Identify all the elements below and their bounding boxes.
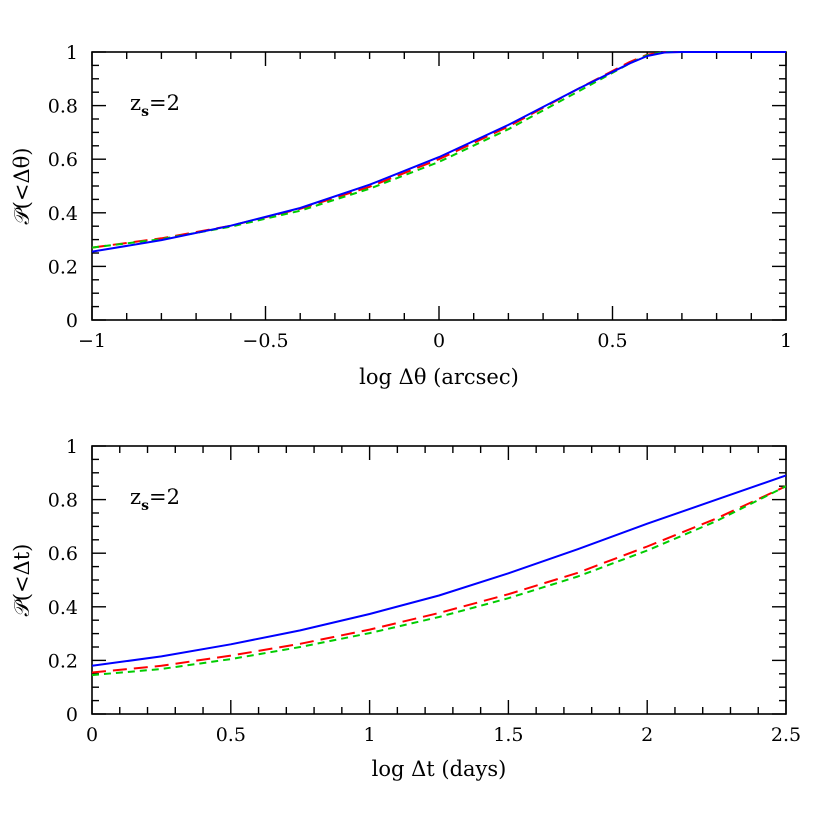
series-line-1	[92, 485, 786, 677]
series-line-0	[92, 51, 786, 249]
y-tick-label: 1	[66, 436, 78, 458]
y-tick-label: 0	[66, 704, 78, 726]
x-tick-label: 0.5	[216, 724, 246, 746]
plot-frame	[91, 51, 787, 321]
y-tick-label: 0.8	[48, 96, 78, 118]
y-tick-label: 0	[66, 310, 78, 332]
y-tick-label: 0.2	[48, 256, 78, 278]
panel-angular-separation: −1 −0.5 0 0.5 1 0 0.2 0.4 0.6 0.8 1 log Δθ (arcsec)…	[10, 42, 792, 389]
y-tick-label: 0.4	[48, 203, 78, 225]
y-tick-label: 0.4	[48, 597, 78, 619]
plot-frame	[91, 445, 787, 715]
y-tick-label: 0.8	[48, 490, 78, 512]
x-tick-label: 1	[364, 724, 376, 746]
x-tick-label: −1	[78, 330, 106, 352]
y-axis-title: 𝒫(<Δθ)	[10, 148, 34, 225]
series-line-2	[92, 474, 786, 667]
x-tick-label: 2	[641, 724, 653, 746]
source-redshift-annotation: zs=2	[130, 485, 180, 514]
series-line-2	[92, 51, 786, 253]
y-tick-label: 1	[66, 42, 78, 64]
x-axis-title: log Δt (days)	[372, 757, 507, 781]
series-line-1	[92, 51, 786, 249]
x-tick-label: 0.5	[597, 330, 627, 352]
y-tick-label: 0.6	[48, 149, 78, 171]
x-tick-label: 2.5	[771, 724, 801, 746]
x-axis-title: log Δθ (arcsec)	[359, 365, 519, 389]
x-tick-label: −0.5	[242, 330, 288, 352]
y-axis-title: 𝒫(<Δt)	[10, 544, 34, 617]
series-line-0	[92, 485, 786, 674]
y-tick-label: 0.6	[48, 543, 78, 565]
source-redshift-annotation: zs=2	[130, 91, 180, 120]
x-tick-label: 0	[86, 724, 98, 746]
x-tick-label: 0	[433, 330, 445, 352]
panel-time-delay: 0 0.5 1 1.5 2 2.5 0 0.2 0.4 0.6 0.8 1 log Δt (days) 𝒫…	[10, 436, 801, 781]
x-tick-label: 1.5	[493, 724, 523, 746]
x-tick-label: 1	[780, 330, 792, 352]
y-tick-label: 0.2	[48, 650, 78, 672]
